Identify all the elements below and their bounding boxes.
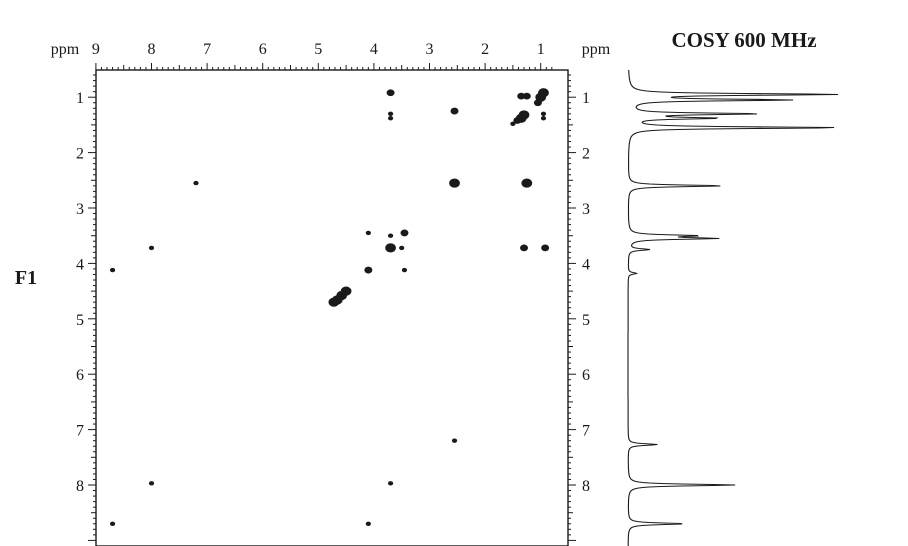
y-tick-label-left: 1 [76, 90, 84, 107]
x-tick-label: 9 [92, 41, 100, 58]
cross-peak [451, 438, 458, 443]
y-tick-label-right: 2 [582, 146, 590, 163]
cross-peak [328, 297, 340, 307]
cross-peak [401, 267, 408, 273]
x-tick-label: 7 [203, 41, 211, 58]
cross-peak [365, 521, 371, 526]
cross-peak [517, 92, 526, 100]
cross-peak [386, 89, 395, 97]
y-tick-label-left: 7 [76, 423, 84, 440]
y-tick-label-left: 3 [76, 201, 84, 218]
cross-peak [387, 233, 394, 238]
cross-peak [148, 245, 155, 251]
x-tick-label: 2 [481, 41, 489, 58]
x-tick-label: 6 [259, 41, 267, 58]
cross-peak [400, 229, 409, 237]
x-unit-label: ppm [51, 41, 80, 58]
y-unit-label: ppm [582, 41, 611, 58]
cross-peak [541, 244, 550, 252]
cross-peak [540, 111, 547, 117]
cross-peak [540, 116, 547, 121]
cross-peak [387, 116, 394, 121]
cross-peak [533, 99, 542, 107]
x-tick-label: 1 [537, 41, 545, 58]
y-tick-label-right: 8 [582, 478, 590, 495]
cross-peak [109, 521, 116, 526]
cross-peak [364, 266, 373, 274]
y-tick-label-right: 5 [582, 312, 590, 329]
cross-peak [450, 107, 459, 115]
y-tick-label-left: 5 [76, 312, 84, 329]
y-tick-label-left: 6 [76, 367, 84, 384]
cross-peak [387, 481, 394, 486]
y-tick-label-left: 2 [76, 146, 84, 163]
cross-peaks [109, 88, 550, 526]
projection-trace [627, 70, 839, 546]
f1-projection [627, 70, 839, 546]
y-tick-label-right: 4 [582, 256, 590, 273]
x-tick-label: 8 [148, 41, 156, 58]
y-tick-label-right: 1 [582, 90, 590, 107]
cross-peak [510, 121, 516, 126]
cross-peak [148, 481, 155, 486]
plot-frame [95, 69, 569, 546]
chart-title: COSY 600 MHz [671, 28, 816, 52]
x-tick-label: 5 [314, 41, 322, 58]
cross-peak [520, 244, 529, 252]
cross-peak [513, 117, 522, 124]
cross-peak [385, 243, 396, 253]
x-axis: 9 8 7 6 5 4 3 2 1 [92, 41, 553, 70]
x-tick-label: 3 [426, 41, 434, 58]
y-tick-label-right: 3 [582, 201, 590, 218]
cross-peak [449, 178, 460, 188]
y-tick-label-left: 4 [76, 256, 84, 273]
y-tick-label-left: 8 [76, 478, 84, 495]
cross-peak [193, 180, 199, 186]
cross-peak [522, 92, 531, 100]
cross-peak [365, 230, 371, 236]
y-axis: 1 1 2 2 3 3 4 4 5 5 6 6 7 7 8 8 [76, 74, 590, 541]
cross-peak [399, 245, 405, 251]
y-tick-label-right: 7 [582, 423, 590, 440]
cross-peak [109, 267, 116, 273]
f1-axis-label: F1 [15, 267, 37, 289]
x-tick-label: 4 [370, 41, 378, 58]
cross-peak [521, 178, 533, 188]
y-tick-label-right: 6 [582, 367, 590, 384]
cross-peak [387, 111, 394, 117]
